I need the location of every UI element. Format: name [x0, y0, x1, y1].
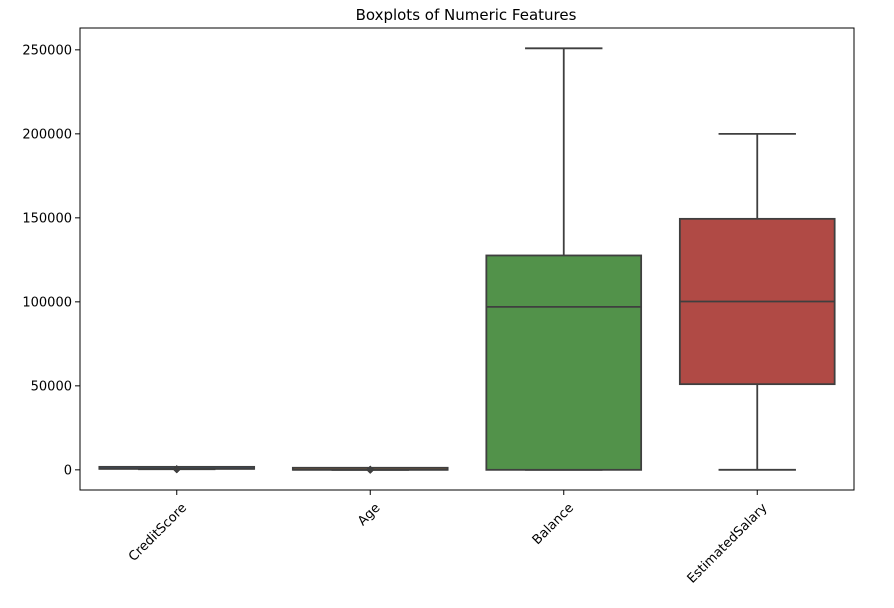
chart-title: Boxplots of Numeric Features	[356, 6, 577, 24]
y-tick-label: 150000	[22, 211, 72, 226]
x-tick-label: Age	[355, 501, 383, 529]
outlier-point-creditscore	[172, 465, 181, 474]
y-tick-label: 0	[64, 463, 72, 478]
plot-layer: 0 50000 100000 150000 200000 250000 CreditScor…	[22, 43, 836, 587]
y-tick-label: 250000	[22, 43, 72, 58]
plot-frame	[79, 27, 855, 491]
x-tick-label: CreditScore	[126, 501, 190, 565]
y-tick-label: 50000	[31, 379, 72, 394]
x-tick-label: Balance	[530, 501, 577, 548]
box-balance	[485, 254, 643, 471]
outlier-point-age	[366, 465, 375, 474]
y-tick-label: 200000	[22, 127, 72, 142]
x-tick-label: EstimatedSalary	[685, 500, 771, 586]
y-tick-label: 100000	[22, 295, 72, 310]
